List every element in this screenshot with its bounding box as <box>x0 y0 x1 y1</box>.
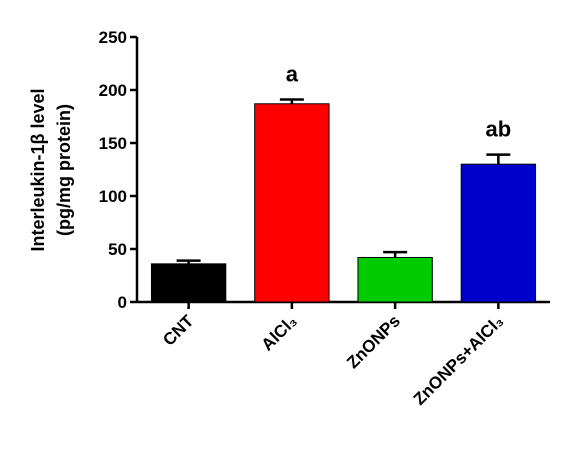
annotation: ab <box>486 117 512 142</box>
bar <box>254 103 330 303</box>
y-tick-label: 200 <box>99 81 127 100</box>
y-axis-label: Interleukin-1β level <box>28 88 48 251</box>
x-tick-label: AlCl₃ <box>258 311 301 354</box>
bar <box>150 263 227 303</box>
y-tick-label: 250 <box>99 28 127 47</box>
y-tick-label: 100 <box>99 187 127 206</box>
y-axis-label: (pg/mg protein) <box>54 104 74 236</box>
annotation: a <box>286 62 299 87</box>
x-tick-label: CNT <box>159 311 198 350</box>
y-tick-label: 0 <box>118 293 127 312</box>
y-tick-label: 150 <box>99 134 127 153</box>
bar <box>357 256 433 303</box>
x-tick-label: ZnONPs <box>343 311 404 372</box>
x-tick-label: ZnONPs+AlCl₃ <box>410 311 507 408</box>
bar <box>460 163 537 303</box>
y-tick-label: 50 <box>108 240 127 259</box>
